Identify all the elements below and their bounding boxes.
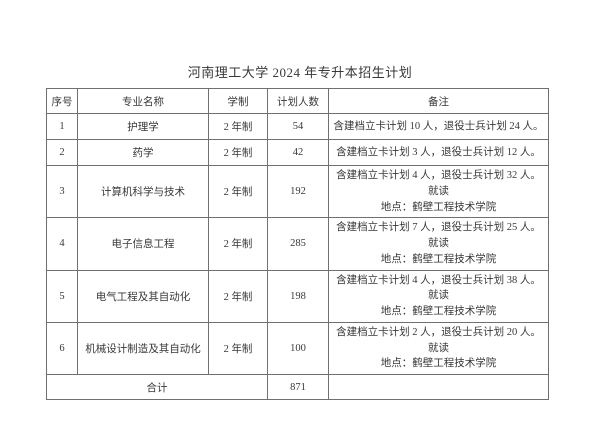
cell-remarks: 含建档立卡计划 10 人，退役士兵计划 24 人。 [328,113,549,140]
cell-major-name: 护理学 [77,113,209,140]
cell-remarks: 含建档立卡计划 3 人，退役士兵计划 12 人。 [328,139,549,166]
cell-major-name: 药学 [77,139,209,166]
table-header-row: 序号 专业名称 学制 计划人数 备注 [46,88,549,114]
cell-major-name: 机械设计制造及其自动化 [77,321,209,376]
table-row: 2 药学 2 年制 42 含建档立卡计划 3 人，退役士兵计划 12 人。 [46,139,549,166]
header-planned-count: 计划人数 [267,88,329,114]
enrollment-plan-table: 序号 专业名称 学制 计划人数 备注 1 护理学 2 年制 54 含建档立卡计划… [46,88,549,400]
table-total-row: 合计 871 [46,374,549,400]
cell-planned-count: 192 [267,164,329,219]
cell-total-count: 871 [267,374,329,400]
header-remarks: 备注 [328,88,549,114]
cell-planned-count: 198 [267,269,329,323]
table-row: 3 计算机科学与技术 2 年制 192 含建档立卡计划 4 人，退役士兵计划 3… [46,164,549,219]
table-row: 4 电子信息工程 2 年制 285 含建档立卡计划 7 人，退役士兵计划 25 … [46,217,549,271]
cell-serial-number: 6 [46,321,78,376]
cell-major-name: 电子信息工程 [77,217,209,271]
cell-remarks: 含建档立卡计划 2 人，退役士兵计划 20 人。就读 地点：鹤壁工程技术学院 [328,321,549,376]
cell-remarks: 含建档立卡计划 4 人，退役士兵计划 32 人。就读 地点：鹤壁工程技术学院 [328,164,549,219]
cell-planned-count: 100 [267,321,329,376]
page-title: 河南理工大学 2024 年专升本招生计划 [187,65,413,80]
table-row: 1 护理学 2 年制 54 含建档立卡计划 10 人，退役士兵计划 24 人。 [46,113,549,140]
cell-serial-number: 4 [46,217,78,271]
cell-total-label: 合计 [46,374,268,400]
cell-serial-number: 5 [46,269,78,323]
cell-remarks: 含建档立卡计划 7 人，退役士兵计划 25 人。就读 地点：鹤壁工程技术学院 [328,217,549,271]
cell-duration: 2 年制 [208,269,268,323]
header-serial-number: 序号 [46,88,78,114]
cell-major-name: 计算机科学与技术 [77,164,209,219]
cell-remarks: 含建档立卡计划 4 人，退役士兵计划 38 人。就读 地点：鹤壁工程技术学院 [328,269,549,323]
cell-duration: 2 年制 [208,164,268,219]
cell-duration: 2 年制 [208,321,268,376]
cell-duration: 2 年制 [208,217,268,271]
table-row: 6 机械设计制造及其自动化 2 年制 100 含建档立卡计划 2 人，退役士兵计… [46,321,549,376]
cell-total-remarks [328,374,549,400]
cell-serial-number: 2 [46,139,78,166]
cell-planned-count: 285 [267,217,329,271]
cell-duration: 2 年制 [208,113,268,140]
cell-serial-number: 3 [46,164,78,219]
cell-duration: 2 年制 [208,139,268,166]
table-row: 5 电气工程及其自动化 2 年制 198 含建档立卡计划 4 人，退役士兵计划 … [46,269,549,323]
header-major-name: 专业名称 [77,88,209,114]
cell-planned-count: 42 [267,139,329,166]
cell-planned-count: 54 [267,113,329,140]
cell-major-name: 电气工程及其自动化 [77,269,209,323]
header-duration: 学制 [208,88,268,114]
cell-serial-number: 1 [46,113,78,140]
